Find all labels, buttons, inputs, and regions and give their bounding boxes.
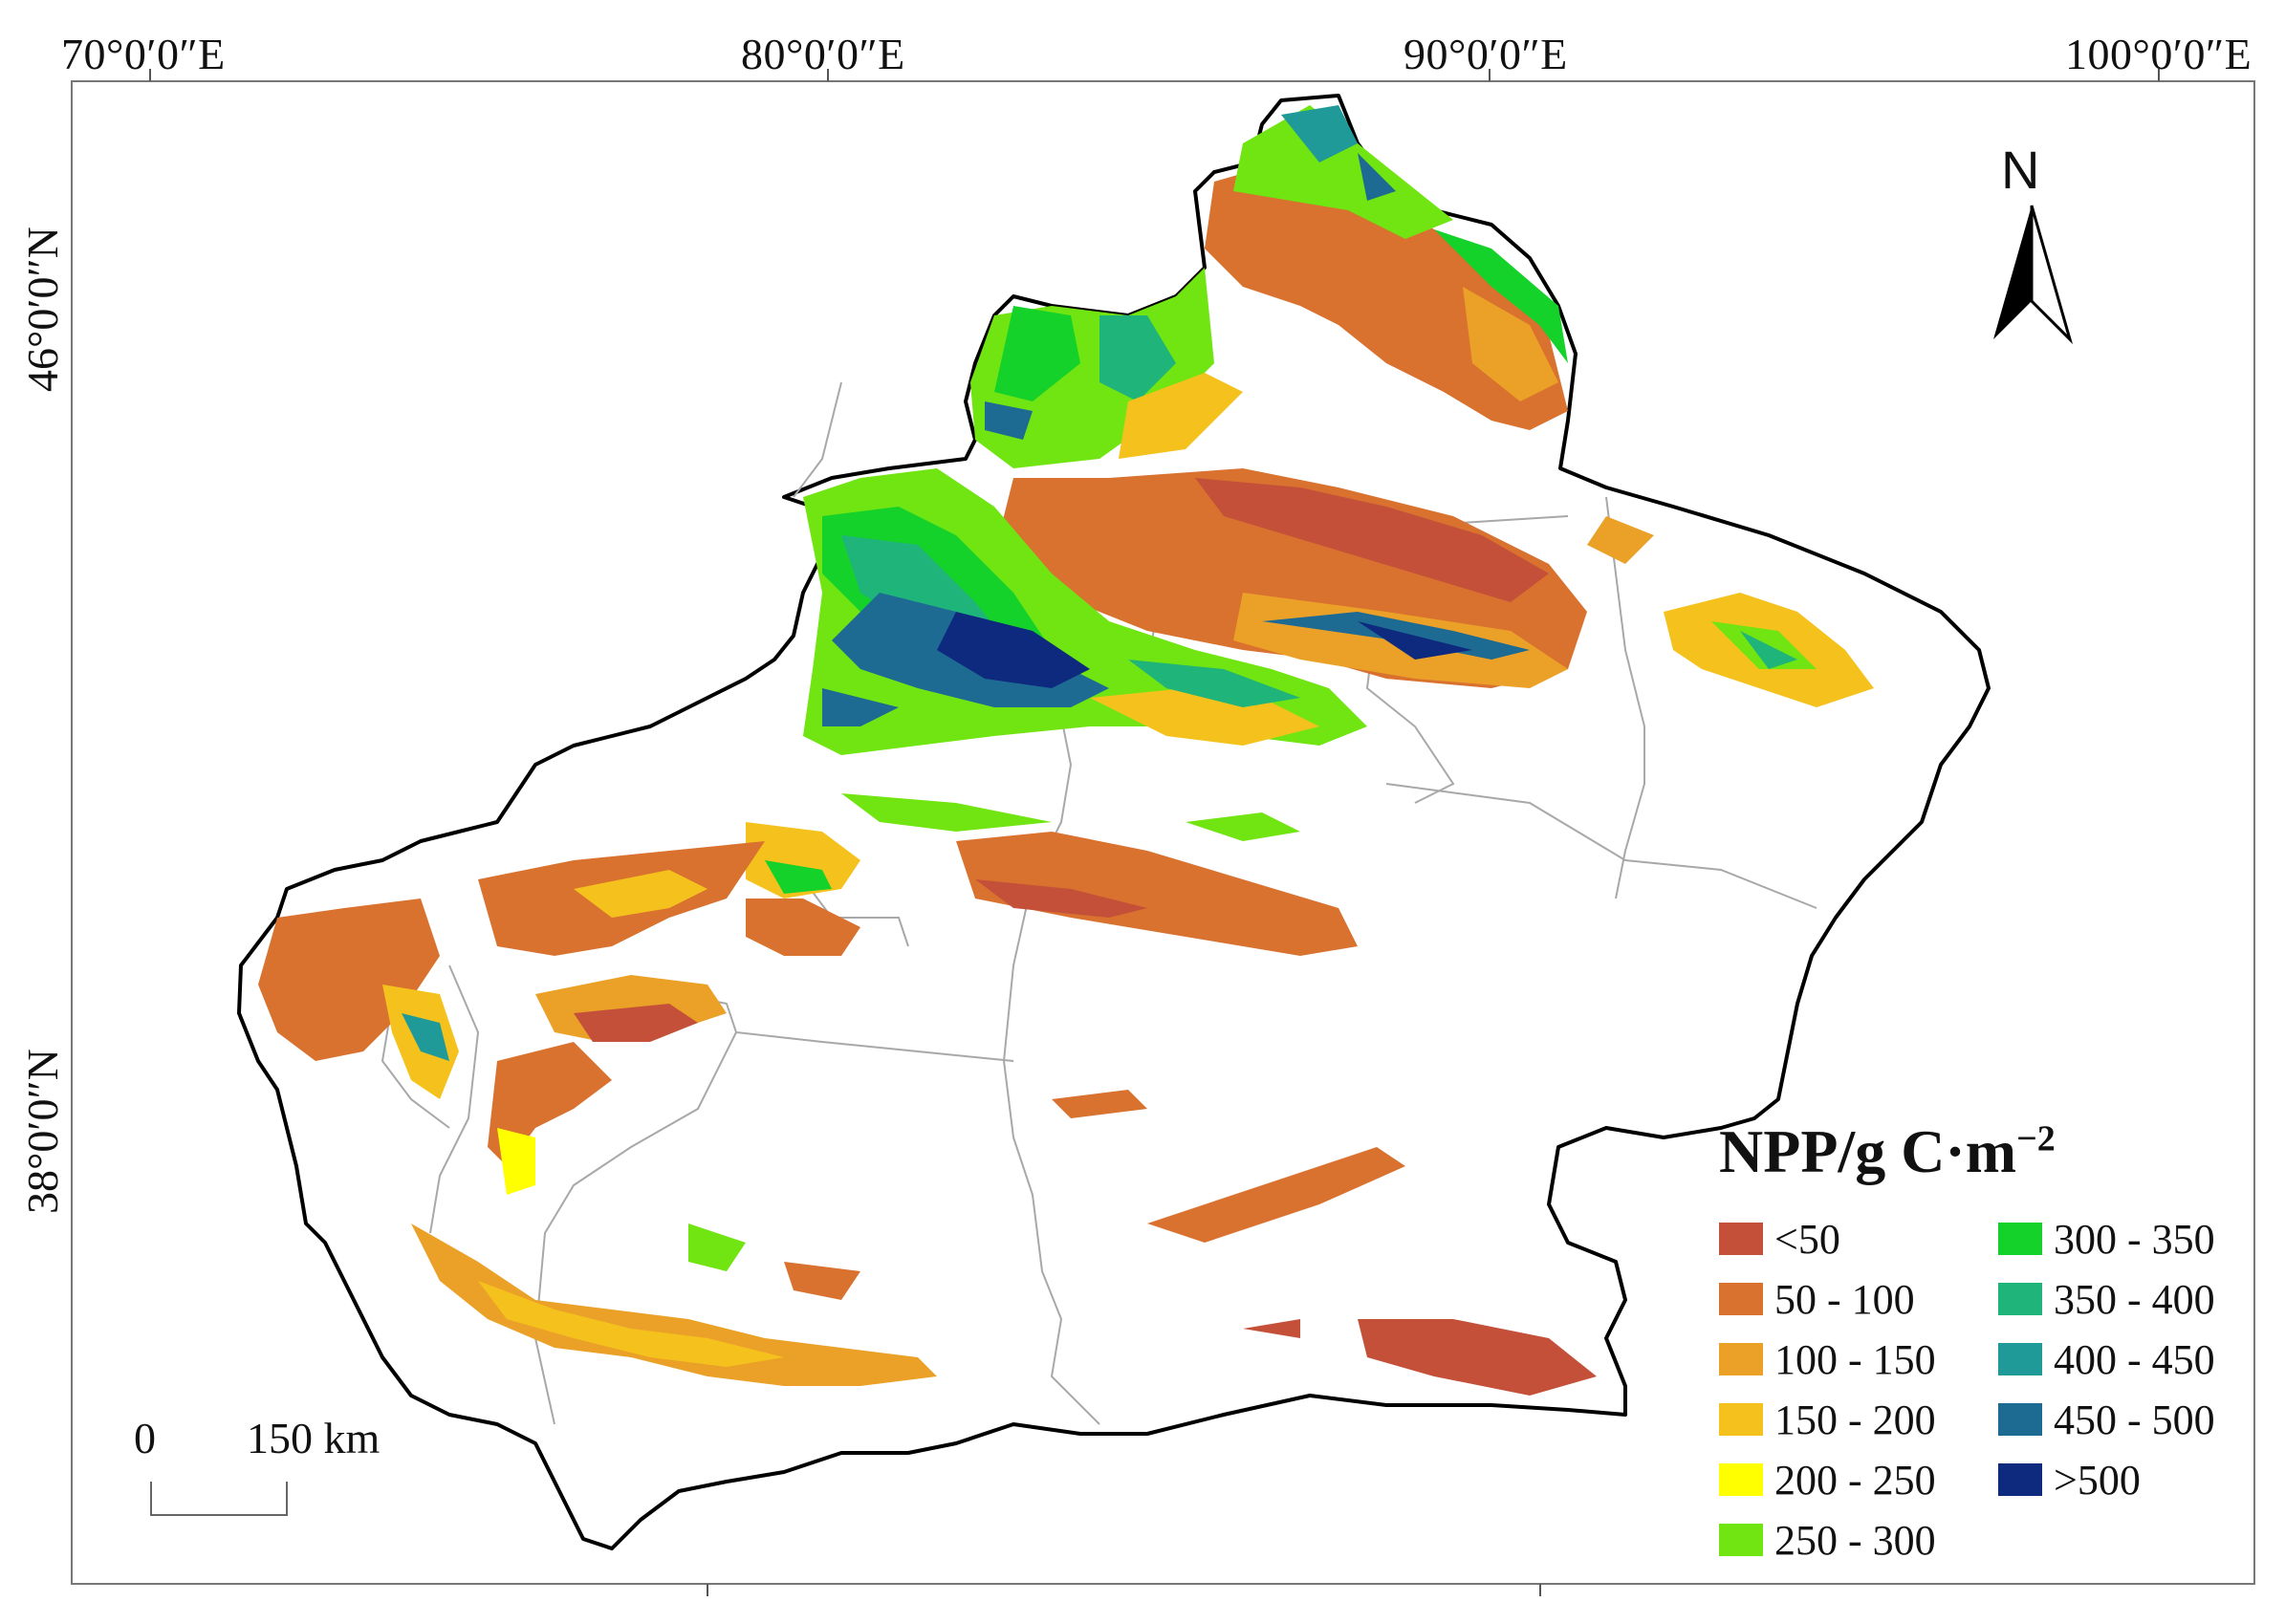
legend-title: NPP/g C·m−2 <box>1719 1116 2254 1187</box>
legend-label: 250 - 300 <box>1774 1516 1936 1564</box>
legend-swatch <box>1719 1403 1763 1436</box>
legend-label: 200 - 250 <box>1774 1456 1936 1504</box>
north-arrow-icon <box>1993 205 2073 344</box>
legend-swatch <box>1998 1403 2042 1436</box>
legend-item: >500 <box>1998 1453 2141 1506</box>
legend-swatch <box>1719 1223 1763 1255</box>
legend-swatch <box>1998 1463 2042 1496</box>
legend-swatch <box>1719 1283 1763 1315</box>
legend-item: 300 - 350 <box>1998 1212 2215 1266</box>
legend-label: 350 - 400 <box>2054 1275 2215 1323</box>
legend: NPP/g C·m−2 <50 50 - 100 100 - 150 150 - 20… <box>1719 1116 2254 1564</box>
top-ticks <box>149 69 2160 1596</box>
legend-item: 350 - 400 <box>1998 1272 2215 1326</box>
legend-swatch <box>1998 1223 2042 1255</box>
legend-item: <50 <box>1719 1212 1840 1266</box>
lat-label-38: 38°0′0″N <box>18 1049 67 1214</box>
legend-title-main: NPP/g C·m <box>1719 1117 2017 1185</box>
legend-swatch <box>1998 1343 2042 1375</box>
scale-bar-end-label: 150 km <box>247 1414 381 1462</box>
legend-item: 400 - 450 <box>1998 1332 2215 1386</box>
npp-raster <box>258 105 1874 1396</box>
legend-title-superscript: −2 <box>2016 1118 2056 1159</box>
legend-item: 200 - 250 <box>1719 1453 1936 1506</box>
legend-label: <50 <box>1774 1215 1840 1263</box>
lat-label-46: 46°0′0″N <box>18 227 67 392</box>
scale-bar <box>150 1482 288 1516</box>
legend-swatch <box>1998 1283 2042 1315</box>
lon-label-100: 100°0′0″E <box>2065 30 2252 78</box>
lon-label-80: 80°0′0″E <box>741 30 905 78</box>
legend-label: 100 - 150 <box>1774 1335 1936 1383</box>
north-label: N <box>2001 140 2040 200</box>
legend-swatch <box>1719 1463 1763 1496</box>
legend-swatch <box>1719 1524 1763 1556</box>
legend-item: 250 - 300 <box>1719 1513 1936 1567</box>
legend-item: 150 - 200 <box>1719 1393 1936 1446</box>
legend-item: 50 - 100 <box>1719 1272 1915 1326</box>
scale-bar-start-label: 0 <box>134 1414 156 1462</box>
map-frame <box>71 80 2255 1585</box>
legend-label: 50 - 100 <box>1774 1275 1915 1323</box>
lon-label-70: 70°0′0″E <box>61 30 226 78</box>
legend-label: 450 - 500 <box>2054 1396 2215 1443</box>
legend-swatch <box>1719 1343 1763 1375</box>
legend-item: 450 - 500 <box>1998 1393 2215 1446</box>
legend-label: 150 - 200 <box>1774 1396 1936 1443</box>
legend-label: >500 <box>2054 1456 2141 1504</box>
legend-label: 300 - 350 <box>2054 1215 2215 1263</box>
legend-item: 100 - 150 <box>1719 1332 1936 1386</box>
legend-label: 400 - 450 <box>2054 1335 2215 1383</box>
region-outline <box>237 94 1991 1550</box>
lon-label-90: 90°0′0″E <box>1404 30 1568 78</box>
